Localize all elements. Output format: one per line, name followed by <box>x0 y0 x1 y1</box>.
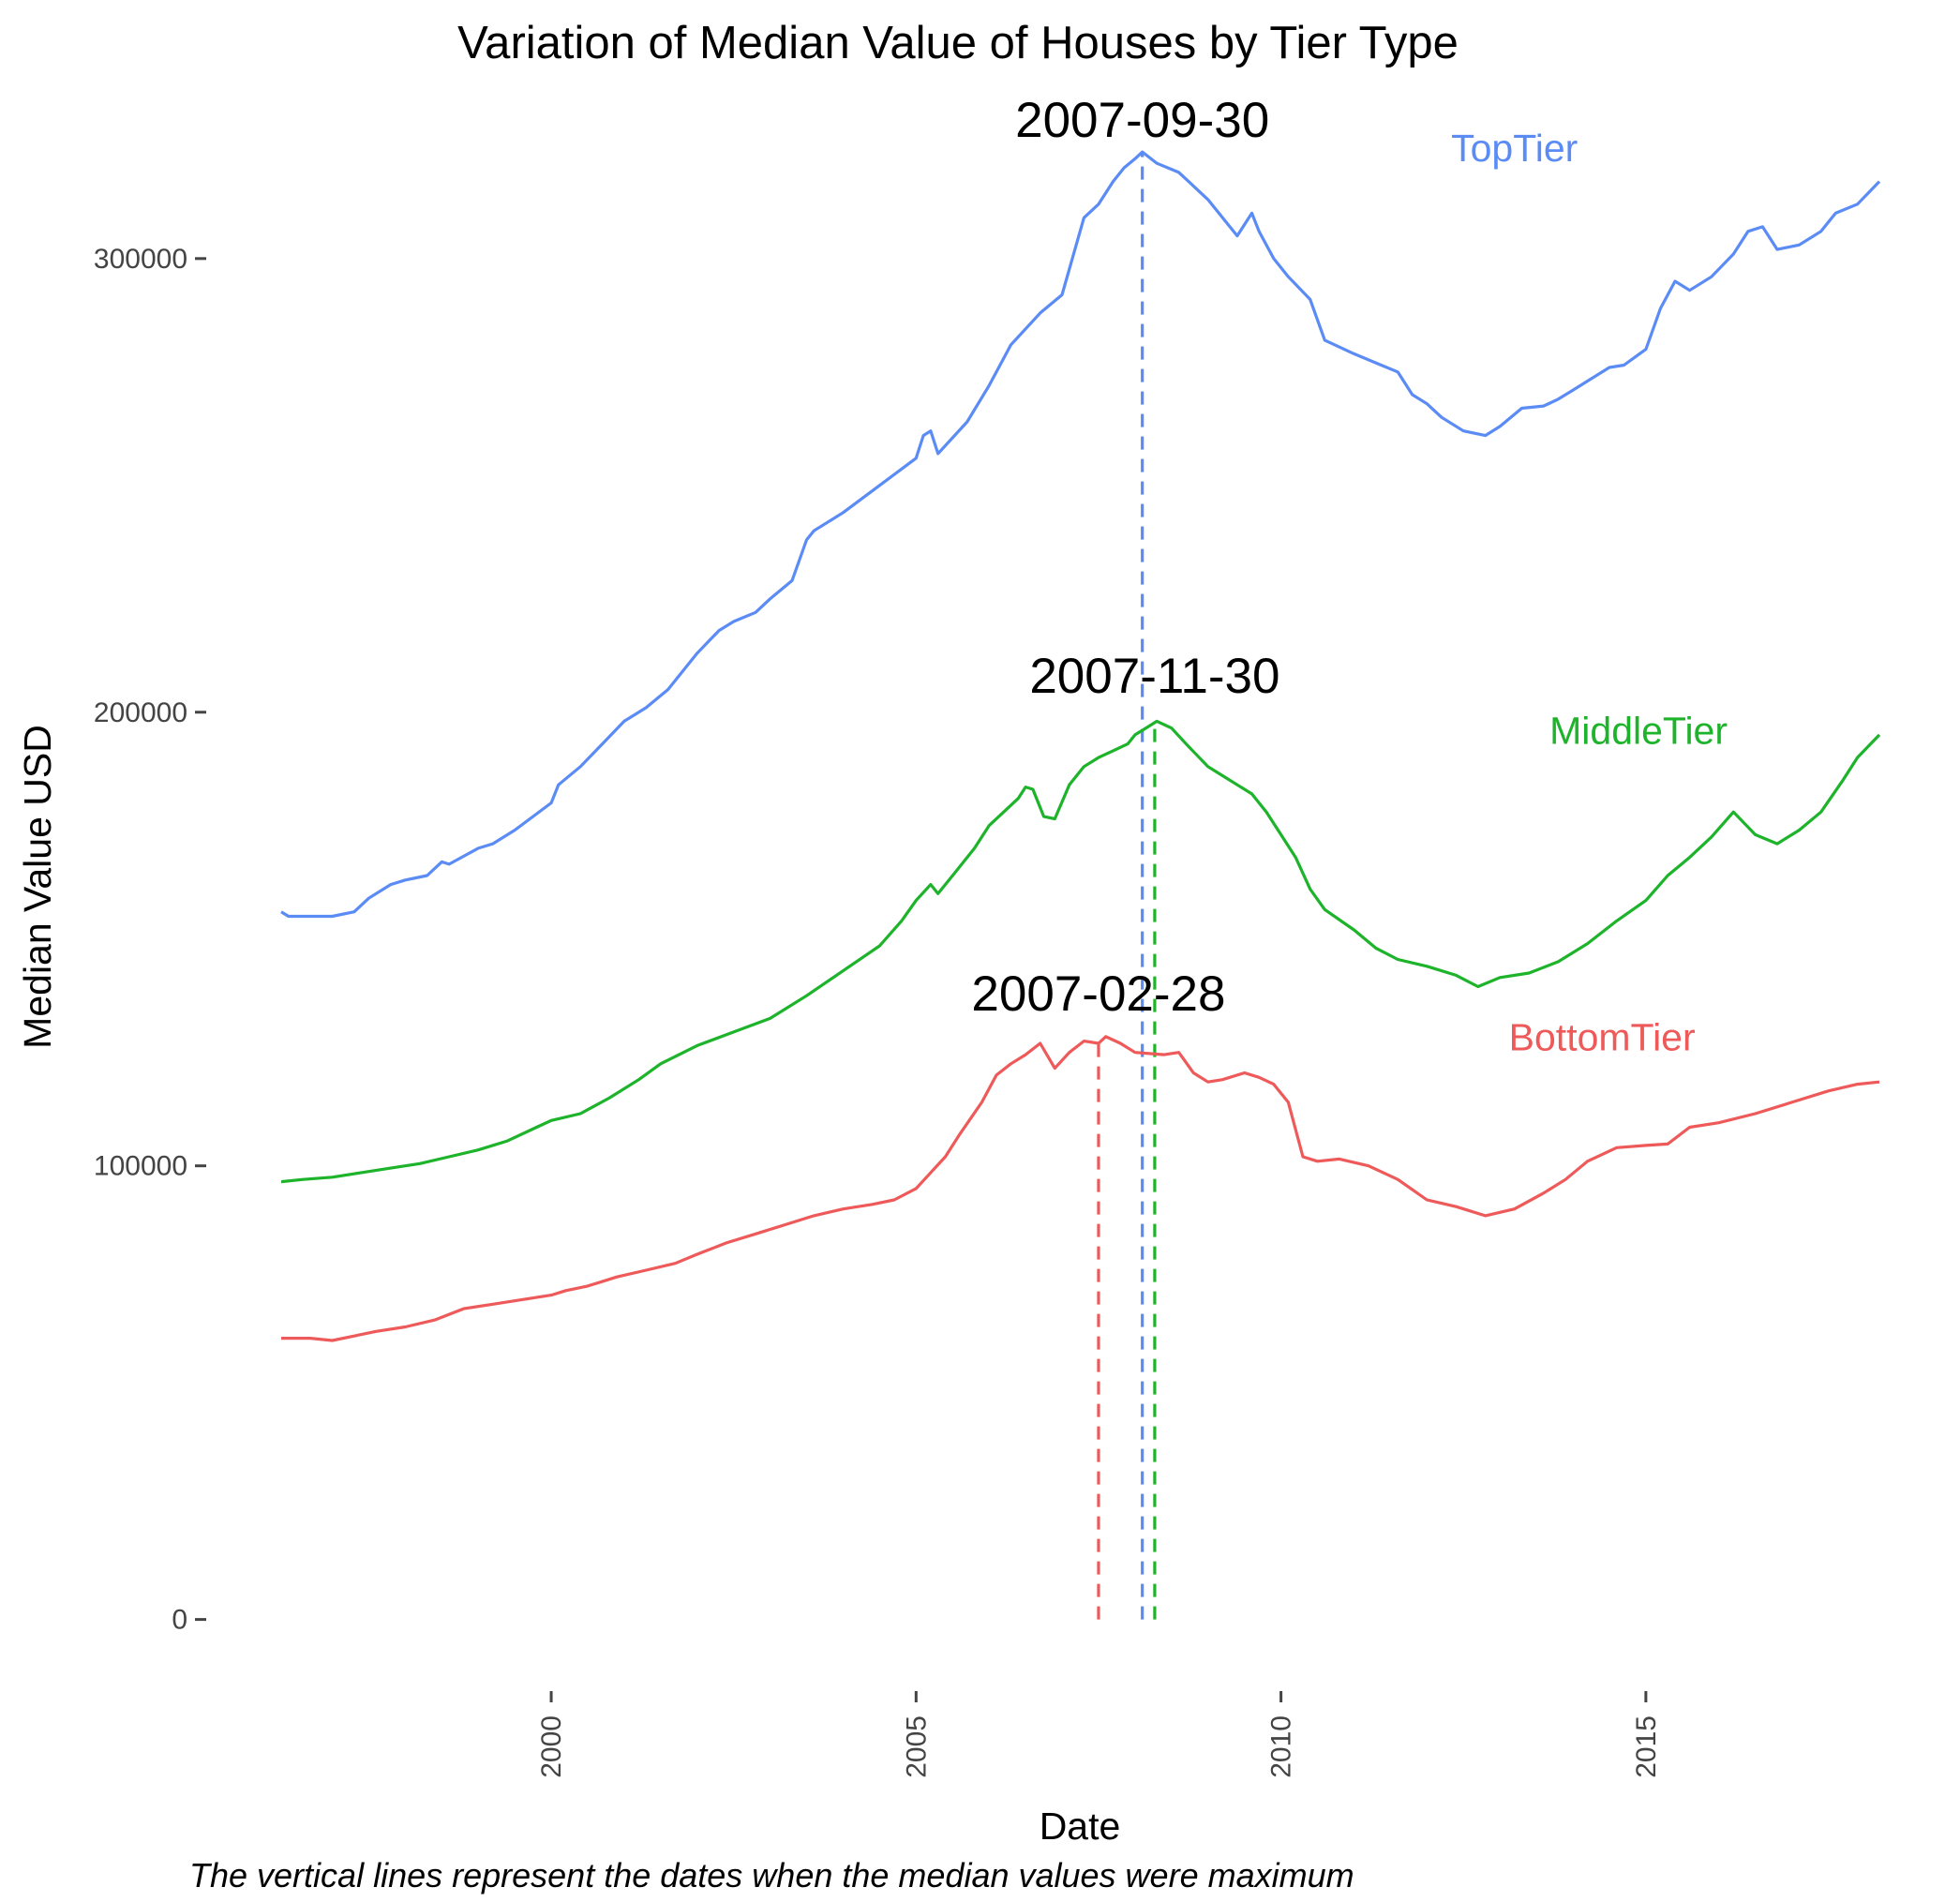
y-tick-label: 0 <box>172 1605 187 1636</box>
series-layer <box>280 150 1881 1342</box>
peak-date-label-bottomtier: 2007-02-28 <box>971 966 1225 1022</box>
series-line-toptier <box>280 150 1881 919</box>
chart-caption: The vertical lines represent the dates w… <box>189 1856 1354 1895</box>
y-tick-label: 200000 <box>94 697 187 728</box>
x-axis: 2000 2005 2010 2015 <box>536 1691 1662 1778</box>
y-axis: 0 100000 200000 300000 <box>94 244 206 1636</box>
series-labels-layer: TopTier MiddleTier BottomTier <box>1451 127 1728 1058</box>
y-tick-label: 100000 <box>94 1151 187 1182</box>
y-axis-title: Median Value USD <box>16 725 59 1049</box>
peak-lines-layer <box>1097 152 1157 1620</box>
x-tick-label: 2010 <box>1266 1715 1297 1778</box>
series-label-bottomtier: BottomTier <box>1509 1015 1696 1058</box>
x-tick-label: 2000 <box>536 1715 567 1778</box>
x-tick-label: 2005 <box>901 1715 932 1778</box>
series-line-bottomtier <box>281 1035 1880 1342</box>
series-label-middletier: MiddleTier <box>1549 710 1728 753</box>
y-tick-label: 300000 <box>94 244 187 275</box>
peak-date-label-middletier: 2007-11-30 <box>1029 649 1279 704</box>
peak-labels-layer: 2007-09-30 2007-11-30 2007-02-28 <box>971 93 1279 1022</box>
peak-date-label-toptier: 2007-09-30 <box>1015 93 1269 148</box>
chart-title: Variation of Median Value of Houses by T… <box>457 18 1459 68</box>
series-label-toptier: TopTier <box>1451 127 1578 170</box>
series-line-middletier <box>280 719 1881 1184</box>
x-tick-label: 2015 <box>1631 1715 1662 1778</box>
x-axis-title: Date <box>1040 1805 1121 1848</box>
